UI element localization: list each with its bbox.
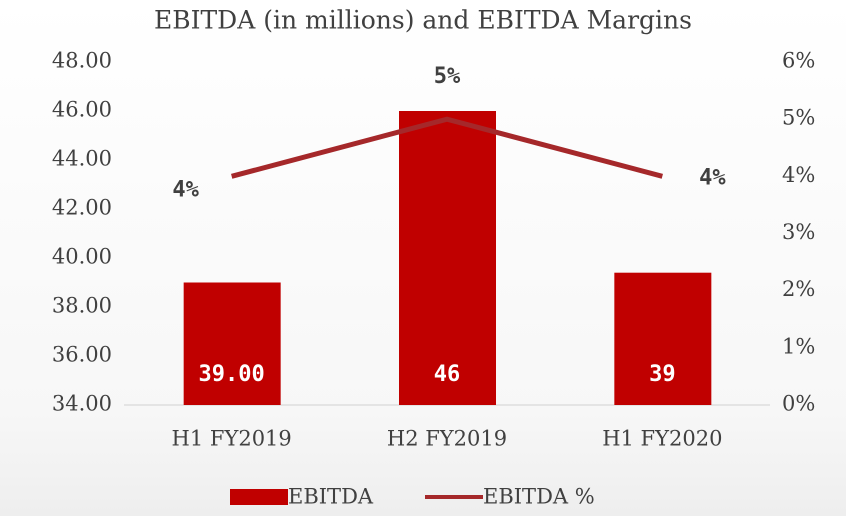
bar-data-label: 39.00 [199,362,265,387]
legend-swatch [230,489,288,505]
chart-title: EBITDA (in millions) and EBITDA Margins [154,6,692,35]
bar-data-label: 46 [434,362,461,387]
y-tick-label: 38.00 [52,294,112,318]
y2-tick-label: 2% [782,277,815,301]
bar [614,272,712,405]
x-tick-label: H2 FY2019 [387,427,507,451]
y2-tick-label: 4% [782,163,815,187]
bar-data-label: 39 [649,362,676,387]
y-tick-label: 34.00 [52,392,112,416]
y-tick-label: 48.00 [52,49,112,73]
x-tick-label: H1 FY2019 [172,427,292,451]
line-data-label: 4% [172,177,199,202]
line-series [231,116,663,179]
bar [183,282,281,405]
y2-tick-label: 5% [782,106,815,130]
y2-tick-label: 1% [782,334,815,358]
y2-tick-label: 6% [782,49,815,73]
line-data-label: 4% [699,165,726,190]
legend-label: EBITDA [288,485,374,509]
legend-label: EBITDA % [483,485,595,509]
bar [399,111,496,405]
y-tick-label: 42.00 [52,196,112,220]
x-tick-label: H1 FY2020 [602,427,722,451]
y-tick-label: 40.00 [52,245,112,269]
y2-tick-label: 0% [782,392,815,416]
y-tick-label: 46.00 [52,98,112,122]
y-tick-label: 44.00 [52,147,112,171]
line-data-label: 5% [434,64,461,89]
y2-tick-label: 3% [782,220,815,244]
y-tick-label: 36.00 [52,343,112,367]
